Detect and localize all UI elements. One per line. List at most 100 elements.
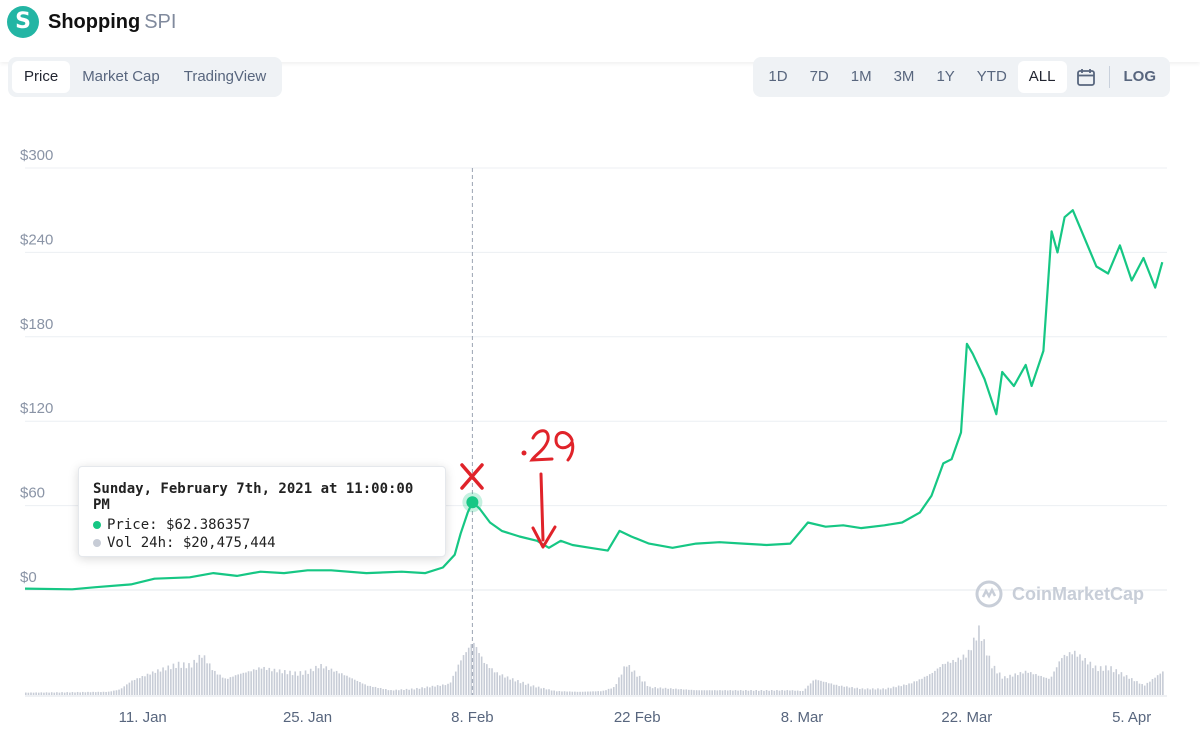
range-1d[interactable]: 1D: [768, 68, 788, 85]
volume-bar: [56, 692, 58, 695]
tooltip-vol-value: $20,475,444: [182, 535, 276, 551]
volume-bar: [30, 692, 32, 695]
volume-bar: [452, 675, 454, 695]
volume-bar: [79, 692, 81, 695]
volume-bar: [478, 653, 480, 695]
hover-point[interactable]: [466, 496, 479, 509]
volume-bar: [605, 690, 607, 695]
range-ytd[interactable]: YTD: [976, 68, 1007, 85]
volume-bar: [76, 691, 79, 695]
volume-bar: [113, 690, 115, 695]
volume-bar: [833, 684, 835, 695]
volume-bar: [690, 689, 693, 695]
volume-bar: [537, 686, 540, 695]
volume-bar: [400, 689, 403, 695]
volume-bar: [284, 670, 286, 695]
volume-bar: [576, 691, 579, 695]
volume-bar: [71, 692, 74, 695]
volume-bar: [201, 657, 203, 695]
volume-bar: [755, 690, 758, 695]
volume-bar: [97, 691, 100, 695]
volume-bar: [928, 674, 931, 695]
volume-bar: [221, 677, 224, 695]
tab-market-cap[interactable]: Market Cap: [82, 68, 160, 85]
volume-bar: [967, 649, 970, 695]
volume-bar: [789, 690, 791, 695]
volume-bar: [335, 670, 338, 695]
y-tick-label: $0: [20, 569, 37, 586]
volume-bar: [501, 674, 504, 695]
volume-bar: [752, 690, 755, 695]
range-1m[interactable]: 1M: [850, 68, 872, 85]
volume-bar: [483, 662, 486, 695]
watermark: CoinMarketCap: [974, 579, 1144, 609]
volume-bar: [473, 642, 475, 695]
tab-tradingview[interactable]: TradingView: [183, 68, 267, 85]
volume-bar: [527, 683, 530, 695]
log-scale-toggle[interactable]: LOG: [1123, 68, 1157, 85]
volume-bar: [410, 688, 413, 695]
volume-bar: [838, 686, 840, 695]
volume-bar: [1081, 660, 1084, 695]
volume-bar: [532, 685, 535, 695]
volume-bar: [861, 688, 864, 695]
volume-bar: [732, 690, 734, 695]
volume-bar: [182, 662, 185, 695]
volume-bar: [851, 687, 853, 695]
volume-bar: [962, 654, 965, 695]
range-7d[interactable]: 7D: [809, 68, 829, 85]
x-tick-label: 8. Feb: [451, 709, 494, 726]
volume-bar: [1146, 682, 1149, 695]
volume-bar: [1009, 674, 1011, 695]
volume-bar: [778, 690, 781, 695]
volume-bar: [954, 661, 957, 695]
volume-bar: [903, 684, 905, 695]
volume-bar: [442, 684, 444, 695]
volume-bar: [35, 692, 37, 695]
volume-bar: [234, 675, 237, 695]
volume-bar: [864, 689, 866, 695]
volume-bar: [1107, 670, 1110, 695]
volume-bar: [1042, 677, 1045, 695]
range-all[interactable]: ALL: [1017, 61, 1067, 93]
volume-bar: [48, 692, 50, 695]
volume-bar: [737, 690, 739, 695]
volume-bar: [493, 672, 496, 695]
volume-bar: [884, 689, 887, 695]
volume-bar: [1035, 674, 1037, 695]
volume-bar: [348, 677, 351, 695]
volume-bar: [589, 691, 592, 695]
volume-bar: [281, 673, 284, 695]
volume-bar: [74, 692, 76, 695]
calendar-icon[interactable]: [1075, 61, 1097, 93]
volume-bar: [405, 688, 408, 695]
volume-bar: [351, 678, 353, 695]
volume-bar: [561, 691, 563, 695]
volume-bar: [594, 691, 597, 695]
volume-bar: [94, 692, 97, 695]
volume-bar: [941, 664, 944, 695]
volume-bar: [84, 692, 87, 695]
volume-bar: [786, 690, 789, 695]
volume-bar: [535, 687, 537, 695]
volume-bar: [602, 690, 605, 695]
volume-bar: [1141, 684, 1143, 695]
tab-price[interactable]: Price: [12, 61, 71, 93]
volume-bar: [208, 663, 211, 695]
volume-bar: [677, 689, 680, 695]
volume-bar: [926, 675, 928, 695]
volume-bar: [623, 666, 625, 695]
range-1y[interactable]: 1Y: [936, 68, 955, 85]
volume-bar: [708, 690, 711, 695]
volume-bar: [299, 671, 302, 695]
coin-name: Shopping: [48, 11, 141, 33]
volume-bar: [804, 688, 807, 695]
volume-bar: [465, 652, 467, 695]
range-3m[interactable]: 3M: [893, 68, 915, 85]
volume-bar: [669, 688, 672, 695]
volume-bar: [1159, 673, 1162, 695]
x-tick-label: 8. Mar: [781, 709, 824, 726]
volume-bar: [879, 689, 882, 695]
volume-bar: [859, 689, 861, 695]
volume-bar: [491, 668, 493, 695]
